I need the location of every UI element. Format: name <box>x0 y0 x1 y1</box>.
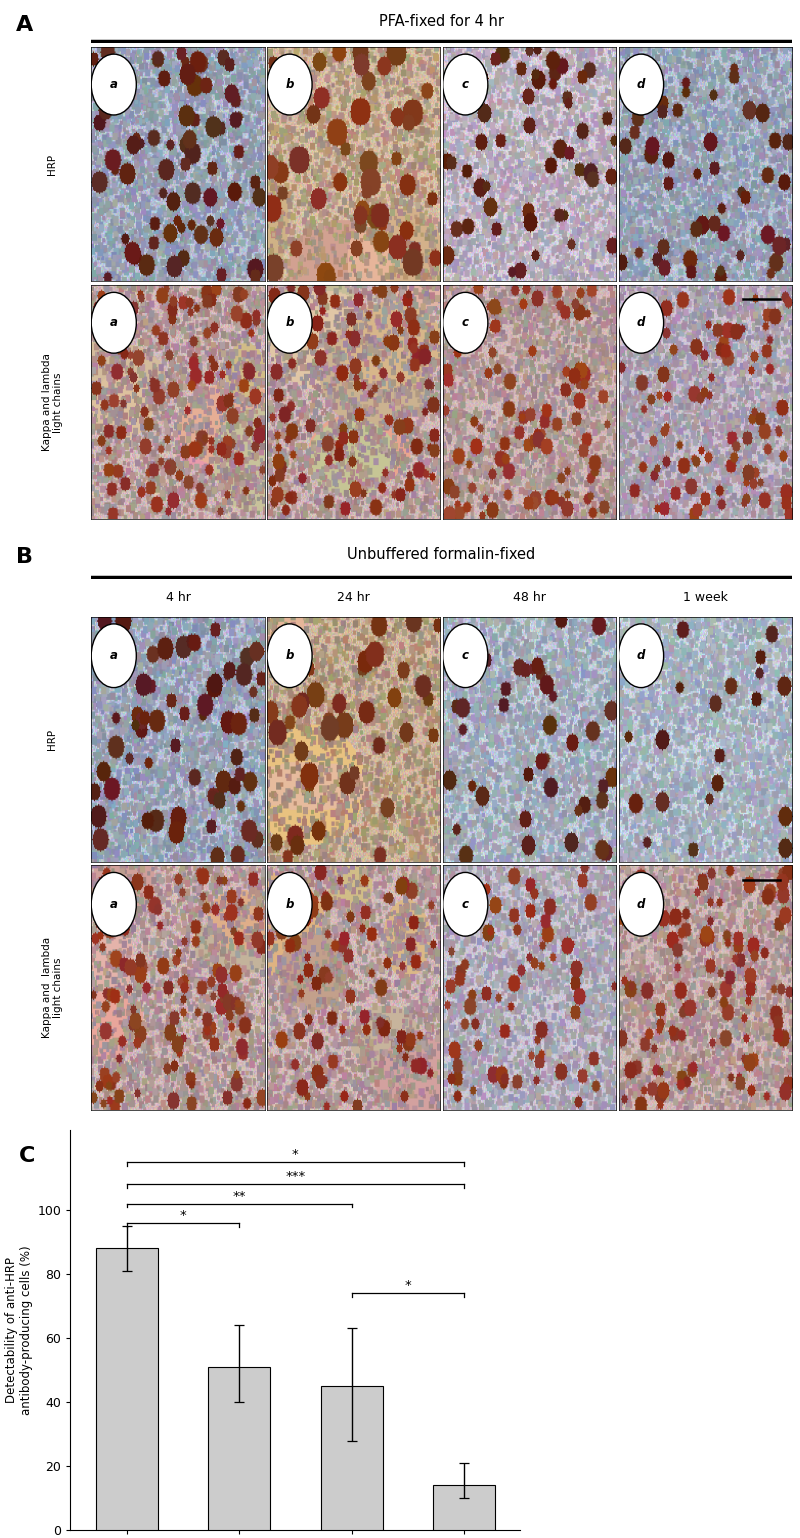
Bar <box>433 1486 495 1530</box>
Circle shape <box>442 624 488 687</box>
Text: a: a <box>110 649 118 663</box>
Text: ***: *** <box>286 1170 306 1183</box>
Text: d: d <box>637 78 646 91</box>
Text: a: a <box>110 317 118 329</box>
Text: 48 hr: 48 hr <box>513 591 546 604</box>
Text: Unbuffered formalin-fixed: Unbuffered formalin-fixed <box>347 546 536 561</box>
Text: b: b <box>286 898 294 910</box>
Circle shape <box>442 872 488 937</box>
Text: c: c <box>462 649 469 663</box>
Text: 1 week: 1 week <box>683 591 728 604</box>
Text: Kappa and lambda
light chains: Kappa and lambda light chains <box>42 354 63 451</box>
Text: *: * <box>179 1209 186 1221</box>
Text: Kappa and  lambda
light chains: Kappa and lambda light chains <box>42 937 63 1038</box>
Circle shape <box>442 292 488 354</box>
Text: 24 hr: 24 hr <box>338 591 370 604</box>
Text: d: d <box>637 317 646 329</box>
Text: HRP: HRP <box>47 154 58 175</box>
Circle shape <box>91 624 136 687</box>
Circle shape <box>267 872 312 937</box>
Text: *: * <box>405 1280 411 1292</box>
Text: a: a <box>110 898 118 910</box>
Bar <box>321 1386 382 1530</box>
Text: d: d <box>637 898 646 910</box>
Circle shape <box>618 54 664 115</box>
Text: *: * <box>292 1147 298 1161</box>
Text: B: B <box>16 548 33 568</box>
Circle shape <box>267 624 312 687</box>
Text: A: A <box>16 15 34 35</box>
Text: c: c <box>462 317 469 329</box>
Circle shape <box>618 624 664 687</box>
Text: PFA-fixed for 4 hr: PFA-fixed for 4 hr <box>379 14 504 29</box>
Text: b: b <box>286 78 294 91</box>
Circle shape <box>91 872 136 937</box>
Text: 4 hr: 4 hr <box>166 591 190 604</box>
Text: c: c <box>462 78 469 91</box>
Text: b: b <box>286 649 294 663</box>
Circle shape <box>91 292 136 354</box>
Text: c: c <box>462 898 469 910</box>
Circle shape <box>91 54 136 115</box>
Text: C: C <box>18 1146 35 1166</box>
Circle shape <box>267 54 312 115</box>
Circle shape <box>267 292 312 354</box>
Circle shape <box>442 54 488 115</box>
Text: d: d <box>637 649 646 663</box>
Text: HRP: HRP <box>47 729 58 749</box>
Text: a: a <box>110 78 118 91</box>
Bar <box>96 1249 158 1530</box>
Text: **: ** <box>232 1189 246 1203</box>
Bar <box>208 1367 270 1530</box>
Y-axis label: Detectability of anti-HRP
antibody-producing cells (%): Detectability of anti-HRP antibody-produ… <box>6 1246 34 1415</box>
Circle shape <box>618 872 664 937</box>
Circle shape <box>618 292 664 354</box>
Text: b: b <box>286 317 294 329</box>
